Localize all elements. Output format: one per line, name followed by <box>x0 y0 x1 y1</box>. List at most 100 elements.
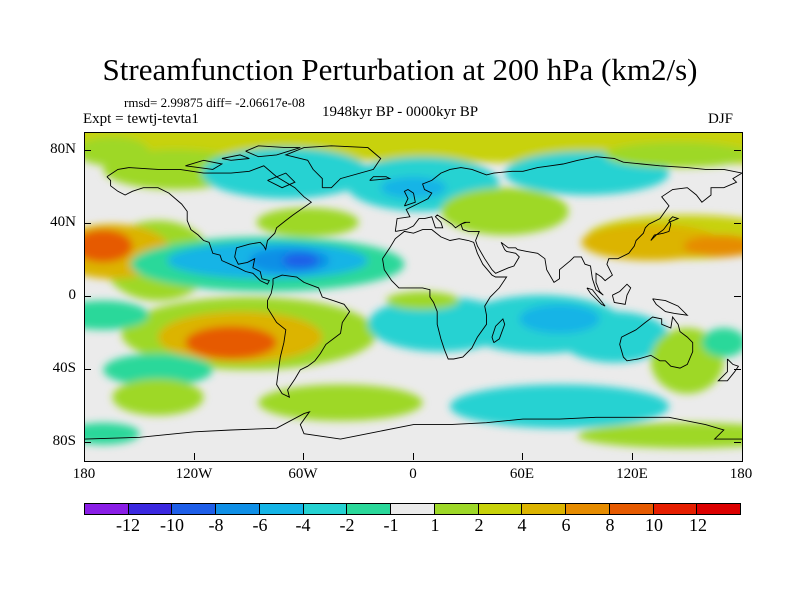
season-label: DJF <box>708 111 734 127</box>
contour-blob <box>683 235 742 257</box>
colorbar-swatch <box>697 504 741 514</box>
coastline <box>611 283 632 305</box>
contour-blob <box>380 176 447 199</box>
lat-tick <box>84 442 91 443</box>
lat-tick <box>734 296 741 297</box>
colorbar-label: -6 <box>252 515 268 535</box>
coastline <box>619 315 694 369</box>
lat-tick <box>84 296 91 297</box>
lat-label-40s: 40S <box>52 360 76 376</box>
experiment-label: Expt = tewtj-tevta1 <box>83 111 199 127</box>
colorbar-swatch <box>434 504 479 514</box>
map-panel <box>84 132 743 462</box>
contour-blob <box>450 384 669 429</box>
coastline <box>85 410 742 440</box>
colorbar-label: -1 <box>383 515 399 535</box>
contour-blob <box>85 136 149 166</box>
coastline <box>491 318 506 343</box>
colorbar-label: 8 <box>605 515 615 535</box>
coastline <box>403 188 416 207</box>
lon-tick <box>522 453 523 460</box>
colorbar <box>84 503 741 515</box>
lon-tick <box>303 453 304 460</box>
contour-blob <box>112 379 204 416</box>
colorbar-label: 2 <box>474 515 484 535</box>
lon-tick <box>194 453 195 460</box>
contour-blob <box>256 207 359 237</box>
colorbar-swatch <box>653 504 698 514</box>
contour-blob <box>282 253 319 268</box>
lon-tick <box>413 453 414 460</box>
colorbar-swatch <box>609 504 654 514</box>
contour-blob <box>440 187 569 236</box>
lon-label-120e: 120E <box>616 466 648 482</box>
coastline <box>586 287 606 307</box>
lon-label-180w: 180 <box>72 466 96 482</box>
colorbar-swatch <box>128 504 173 514</box>
contour-blob <box>258 384 423 421</box>
coastlines <box>85 145 742 440</box>
coastline <box>284 145 382 189</box>
colorbar-label: 4 <box>517 515 527 535</box>
contour-blob <box>185 326 277 359</box>
colorbar-swatch <box>478 504 523 514</box>
lon-label-60e: 60E <box>509 466 535 482</box>
colorbar-label: -8 <box>208 515 224 535</box>
colorbar-swatch <box>216 504 260 514</box>
colorbar-swatch <box>303 504 348 514</box>
contour-blob <box>85 229 133 263</box>
coastline <box>245 145 301 158</box>
period-label: 1948kyr BP - 0000kyr BP <box>322 104 479 120</box>
lat-label-0: 0 <box>68 287 77 303</box>
contour-blob <box>577 422 742 449</box>
lat-tick <box>84 150 91 151</box>
coastline <box>221 154 250 161</box>
lat-label-80s: 80S <box>52 433 76 449</box>
lat-label-40n: 40N <box>50 214 76 230</box>
lat-tick <box>734 442 741 443</box>
coastline <box>267 172 296 189</box>
colorbar-swatch <box>522 504 567 514</box>
contour-blob <box>103 353 213 387</box>
colorbar-label: -12 <box>116 515 140 535</box>
colorbar-label: 10 <box>645 515 663 535</box>
colorbar-label: -4 <box>295 515 311 535</box>
lat-tick <box>734 150 741 151</box>
lon-label-180e: 180 <box>729 466 753 482</box>
coastline <box>382 229 508 360</box>
stats-label: rmsd= 2.99875 diff= -2.06617e-08 <box>124 95 305 110</box>
coastline <box>369 176 392 181</box>
colorbar-label: 1 <box>430 515 440 535</box>
colorbar-swatch <box>391 504 435 514</box>
colorbar-swatch <box>347 504 392 514</box>
contour-blob <box>85 422 140 445</box>
lat-label-80n: 80N <box>50 141 76 157</box>
colorbar-swatch <box>259 504 304 514</box>
map-canvas <box>85 133 742 461</box>
colorbar-label: 6 <box>561 515 571 535</box>
contour-blob <box>85 300 149 330</box>
contour-blob <box>605 142 742 168</box>
contour-blob <box>701 327 742 358</box>
colorbar-label: -2 <box>339 515 355 535</box>
coastline <box>267 274 351 399</box>
coastline <box>717 358 740 382</box>
coastline <box>650 216 680 241</box>
lat-tick <box>734 369 741 370</box>
colorbar-swatch <box>172 504 217 514</box>
colorbar-swatch <box>85 504 129 514</box>
lon-label-0: 0 <box>409 466 417 482</box>
colorbar-label: -10 <box>160 515 184 535</box>
coastline <box>185 159 224 170</box>
coastline <box>652 298 689 316</box>
contour-blob <box>386 291 460 310</box>
coastline <box>394 156 742 296</box>
lon-tick <box>632 453 633 460</box>
contour-blob <box>519 304 600 334</box>
lat-tick <box>734 223 741 224</box>
lon-label-60w: 60W <box>288 466 318 482</box>
map-title: Streamfunction Perturbation at 200 hPa (… <box>102 52 698 87</box>
contour-blob <box>581 224 721 261</box>
colorbar-swatch <box>566 504 610 514</box>
lat-tick <box>84 223 91 224</box>
